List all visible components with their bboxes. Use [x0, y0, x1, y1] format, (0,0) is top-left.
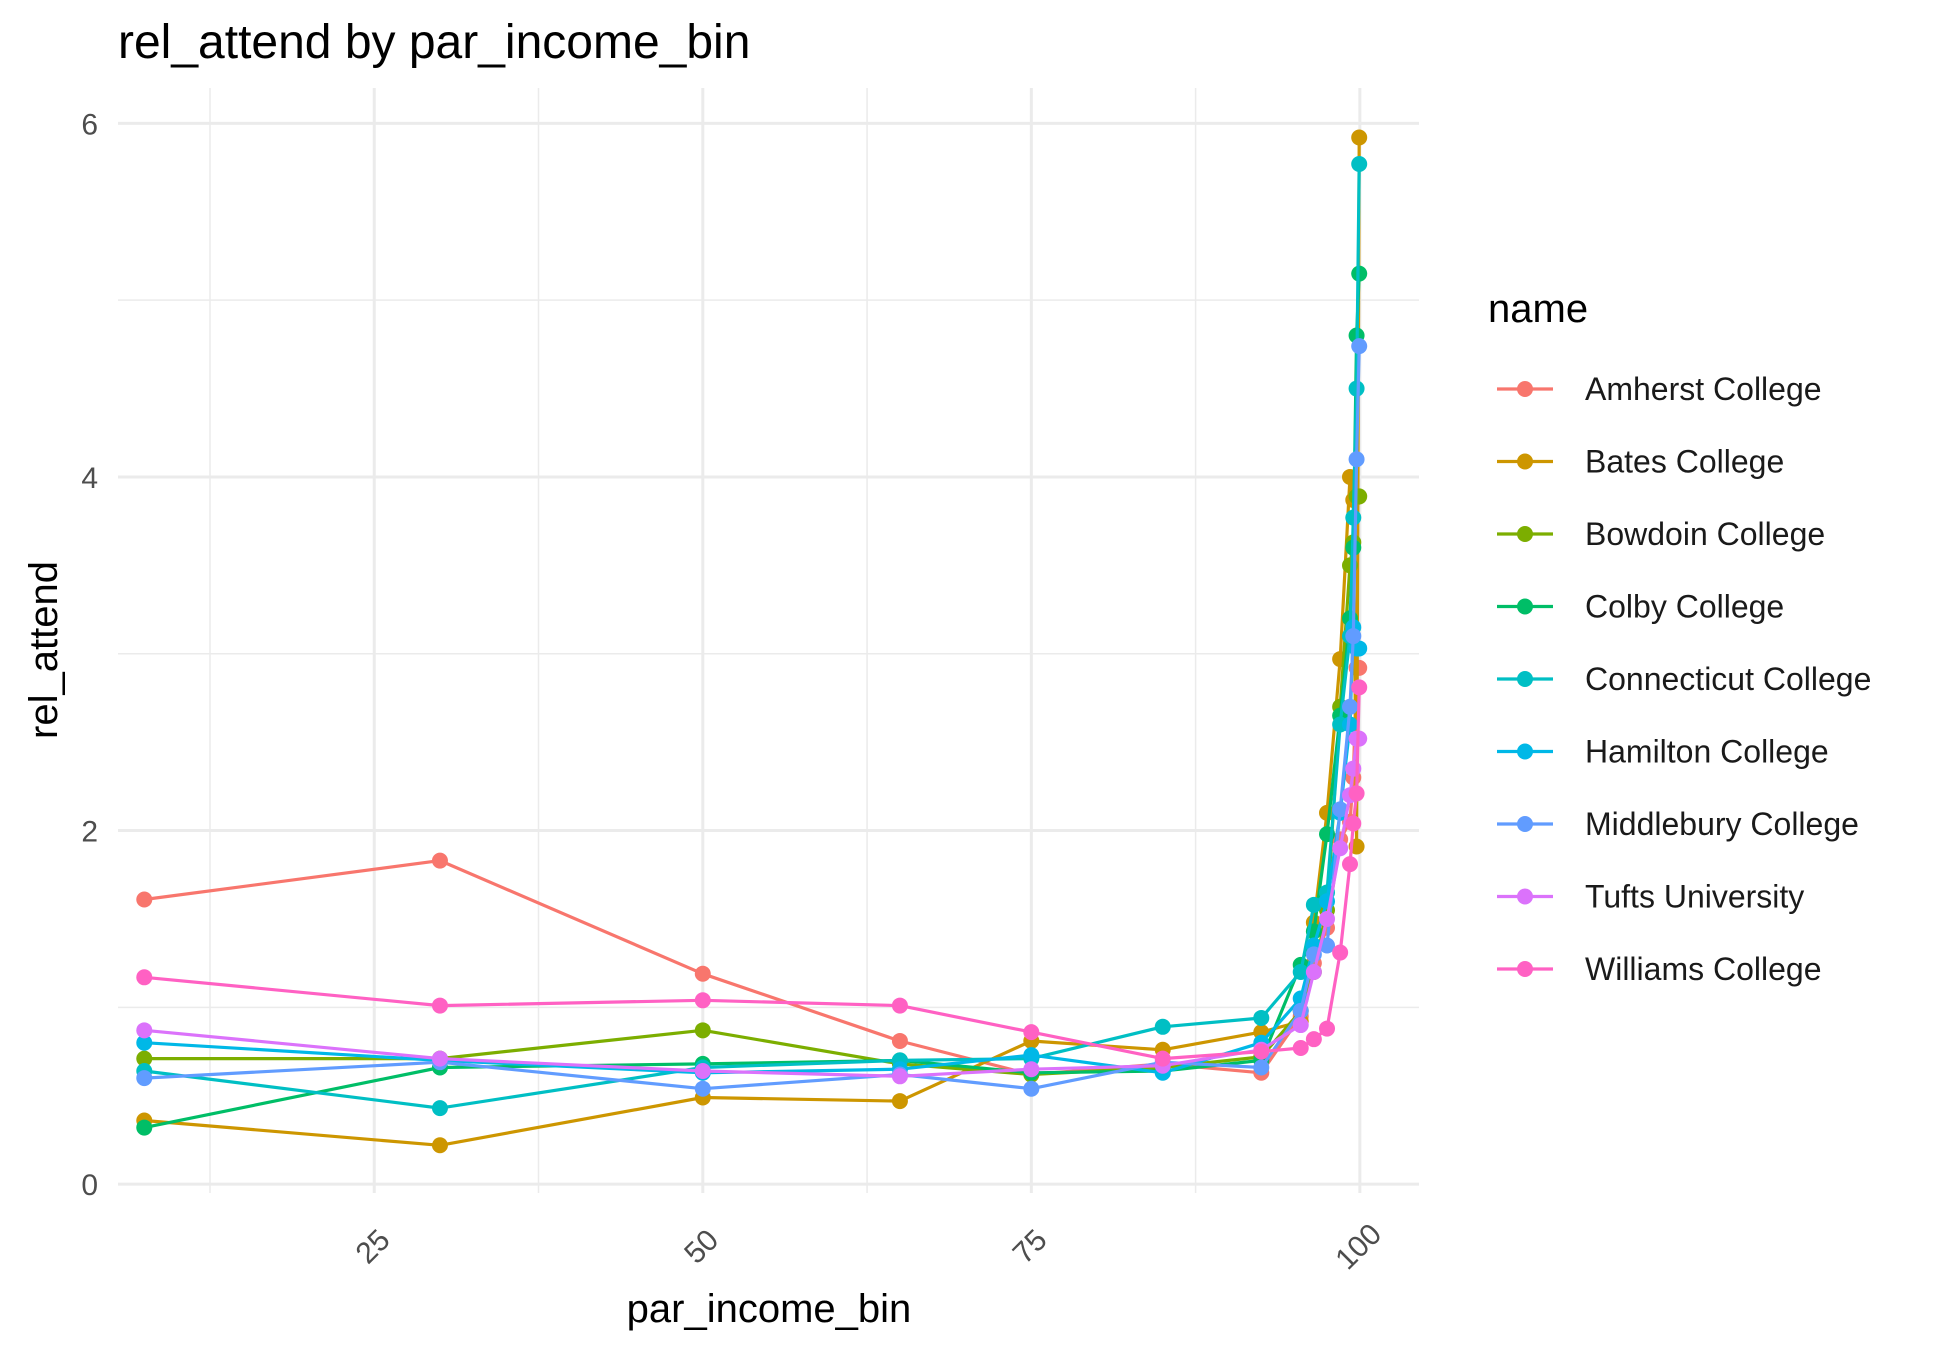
data-point: [1023, 1061, 1040, 1078]
legend-title: name: [1488, 287, 1588, 331]
legend-key-point: [1517, 743, 1533, 760]
legend-key-point: [1517, 453, 1533, 470]
legend-item: Hamilton College: [1497, 734, 1829, 770]
legend-key-point: [1517, 671, 1533, 687]
legend-key-point: [1517, 598, 1533, 615]
data-point: [136, 1070, 153, 1087]
legend-label: Amherst College: [1585, 371, 1822, 407]
data-point: [136, 1022, 153, 1039]
data-point: [1023, 1080, 1040, 1097]
legend-label: Bates College: [1585, 444, 1784, 480]
y-tick-label: 4: [81, 462, 98, 495]
data-point: [1351, 129, 1368, 146]
data-point: [1154, 1018, 1171, 1035]
legend-label: Connecticut College: [1585, 661, 1871, 697]
series-williams-college: [136, 679, 1368, 1067]
data-point: [694, 992, 711, 1009]
data-point: [1345, 509, 1362, 526]
legend-item: Amherst College: [1497, 371, 1822, 407]
data-point: [1342, 698, 1359, 715]
legend-item: Connecticut College: [1497, 661, 1871, 697]
legend-label: Hamilton College: [1585, 734, 1829, 770]
legend: name Amherst College Bates College Bowdoin…: [1488, 287, 1871, 987]
data-point: [1345, 628, 1362, 645]
data-point: [1348, 451, 1365, 468]
data-point: [891, 997, 908, 1014]
legend-item: Bates College: [1497, 444, 1784, 480]
legend-label: Middlebury College: [1585, 806, 1859, 842]
y-tick-label: 2: [81, 816, 98, 849]
data-point: [1305, 964, 1322, 980]
data-point: [136, 1050, 153, 1067]
plot-series: [136, 129, 1368, 1154]
data-point: [1348, 785, 1365, 802]
data-point: [1305, 1031, 1322, 1048]
data-point: [1332, 840, 1349, 857]
data-point: [1348, 380, 1365, 397]
legend-key-point: [1517, 816, 1533, 832]
data-point: [1319, 910, 1336, 927]
data-point: [431, 852, 448, 869]
data-point: [1292, 1040, 1309, 1057]
y-tick-label: 6: [81, 108, 98, 141]
legend-label: Bowdoin College: [1585, 516, 1825, 552]
data-point: [891, 1093, 908, 1110]
data-point: [1332, 944, 1349, 961]
data-point: [431, 1100, 448, 1117]
legend-label: Williams College: [1585, 951, 1822, 987]
data-point: [1023, 1024, 1040, 1041]
legend-item: Bowdoin College: [1497, 516, 1825, 552]
data-point: [1342, 716, 1359, 733]
data-point: [1351, 338, 1368, 355]
data-point: [136, 891, 153, 908]
data-point: [694, 965, 711, 982]
data-point: [1023, 1047, 1040, 1064]
legend-key-point: [1517, 526, 1533, 542]
data-point: [1253, 1009, 1270, 1026]
legend-item: Tufts University: [1497, 879, 1804, 915]
data-point: [136, 1119, 153, 1136]
data-point: [891, 1032, 908, 1049]
data-point: [1332, 801, 1349, 818]
data-point: [431, 997, 448, 1014]
data-point: [1351, 679, 1368, 696]
data-point: [136, 969, 153, 986]
data-point: [1342, 856, 1359, 873]
y-tick-label: 0: [81, 1169, 98, 1202]
legend-item: Williams College: [1497, 951, 1822, 987]
data-point: [1351, 156, 1368, 173]
legend-item: Middlebury College: [1497, 806, 1859, 842]
data-point: [1351, 640, 1368, 657]
legend-label: Tufts University: [1585, 879, 1804, 915]
x-axis-title: par_income_bin: [627, 1287, 912, 1331]
data-point: [1345, 815, 1362, 832]
legend-key-point: [1517, 888, 1533, 905]
legend-label: Colby College: [1585, 589, 1784, 625]
data-point: [694, 1063, 711, 1080]
legend-key-point: [1517, 961, 1533, 977]
data-point: [1305, 896, 1322, 913]
data-point: [431, 1050, 448, 1067]
data-point: [694, 1080, 711, 1097]
legend-item: Colby College: [1497, 589, 1784, 625]
data-point: [136, 1034, 153, 1051]
data-point: [1154, 1050, 1171, 1067]
data-point: [431, 1137, 448, 1154]
y-axis-title: rel_attend: [22, 561, 66, 739]
data-point: [1292, 1017, 1309, 1034]
data-point: [694, 1022, 711, 1039]
data-point: [1319, 1020, 1336, 1037]
data-point: [1253, 1059, 1270, 1076]
chart-title: rel_attend by par_income_bin: [118, 16, 750, 69]
data-point: [1253, 1043, 1270, 1060]
legend-key-point: [1517, 381, 1533, 397]
data-point: [891, 1068, 908, 1085]
